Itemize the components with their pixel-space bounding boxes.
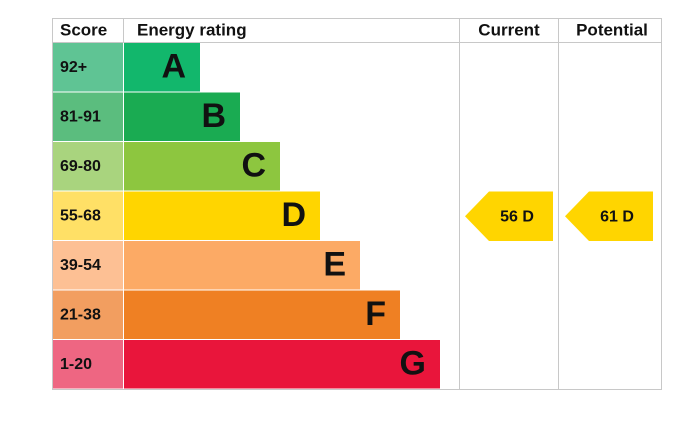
grid bbox=[52, 18, 662, 390]
rating-bar bbox=[124, 290, 400, 339]
rating-bar bbox=[124, 241, 360, 290]
score-cell bbox=[53, 92, 123, 141]
rating-letter: E bbox=[323, 246, 346, 284]
potential-arrow bbox=[565, 191, 653, 241]
score-cell bbox=[53, 191, 123, 240]
score-label: 81-91 bbox=[60, 108, 101, 125]
score-label: 69-80 bbox=[60, 158, 101, 175]
rating-bar bbox=[124, 340, 440, 389]
potential-label: 61 D bbox=[600, 208, 634, 225]
score-header: Score bbox=[60, 20, 107, 39]
rating-letter: A bbox=[161, 48, 186, 86]
potential-header: Potential bbox=[576, 20, 648, 39]
current-label: 56 D bbox=[500, 208, 534, 225]
rating-letter: D bbox=[281, 196, 306, 234]
score-cell bbox=[53, 43, 123, 92]
score-label: 1-20 bbox=[60, 356, 92, 373]
rating-bar bbox=[124, 142, 280, 191]
score-cell bbox=[53, 142, 123, 191]
current-header: Current bbox=[478, 20, 540, 39]
score-label: 39-54 bbox=[60, 257, 101, 274]
current-arrow bbox=[465, 191, 553, 241]
score-cell bbox=[53, 241, 123, 290]
rating-bar bbox=[124, 92, 240, 141]
rating-bar bbox=[124, 43, 200, 92]
score-label: 55-68 bbox=[60, 207, 101, 224]
score-cell bbox=[53, 290, 123, 339]
rating-letter: B bbox=[201, 97, 226, 135]
frame bbox=[52, 18, 662, 390]
score-label: 92+ bbox=[60, 59, 87, 76]
rating-letter: G bbox=[400, 345, 426, 383]
rating-letter: C bbox=[241, 147, 266, 185]
rating-header: Energy rating bbox=[137, 20, 247, 39]
rating-bar bbox=[124, 191, 320, 240]
rating-letter: F bbox=[365, 295, 386, 333]
score-cell bbox=[53, 340, 123, 389]
score-label: 21-38 bbox=[60, 306, 101, 323]
